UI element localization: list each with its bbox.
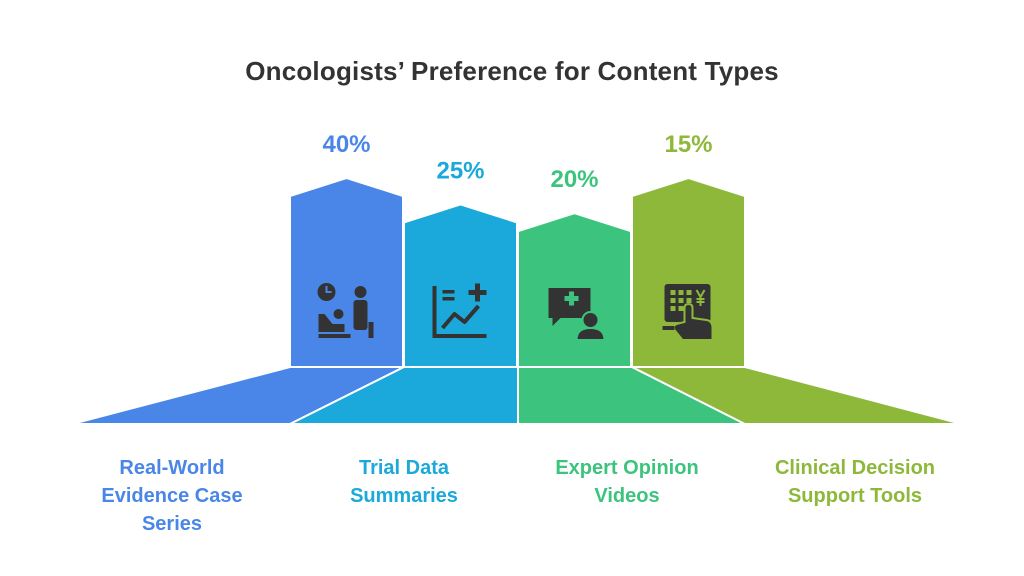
category-label-1-line-1: Real-World (119, 457, 224, 479)
category-label-4-line-1: Clinical Decision (775, 457, 935, 479)
category-label-3-line-1: Expert Opinion (555, 457, 698, 479)
bar-1 (289, 176, 404, 368)
data-label-3: 20% (550, 166, 598, 193)
category-label-2-line-1: Trial Data (359, 457, 450, 479)
chart-title: Oncologists’ Preference for Content Type… (245, 56, 779, 86)
category-label-4-line-2: Support Tools (788, 485, 922, 507)
category-label-1-line-2: Evidence Case (101, 485, 242, 507)
data-label-1: 40% (322, 131, 370, 158)
bars-group: 40% 25% 20% 15% (289, 131, 746, 368)
category-label-2-line-2: Summaries (350, 485, 458, 507)
calculator-touch-icon (662, 284, 714, 341)
floor-group (71, 366, 963, 425)
category-label-1-line-3: Series (142, 513, 202, 535)
bar-2 (403, 203, 518, 368)
data-label-4: 15% (664, 131, 712, 158)
bar-4 (631, 176, 746, 368)
chart-plus-icon (432, 283, 487, 338)
category-labels: Real-World Evidence Case Series Trial Data S… (101, 457, 935, 535)
patient-consultation-icon (317, 283, 374, 338)
medical-video-icon (548, 288, 606, 341)
data-label-2: 25% (436, 157, 484, 184)
category-label-3-line-2: Videos (594, 485, 659, 507)
